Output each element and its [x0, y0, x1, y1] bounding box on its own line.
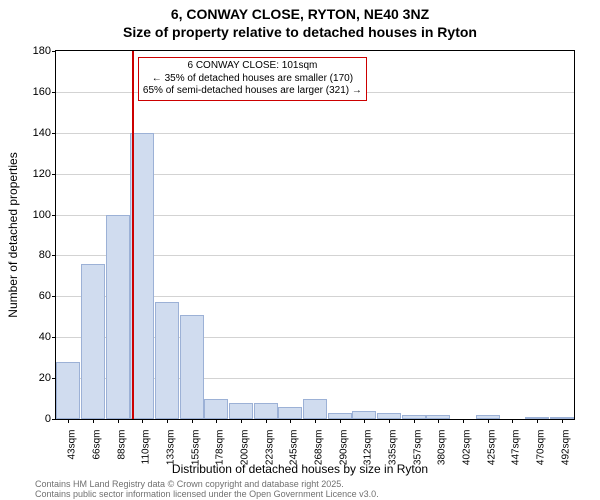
- x-tick: [118, 419, 119, 423]
- histogram-bar: [229, 403, 253, 419]
- x-tick-label: 492sqm: [560, 430, 571, 466]
- y-tick-label: 160: [33, 86, 51, 98]
- x-tick-label: 380sqm: [437, 430, 448, 466]
- x-tick: [142, 419, 143, 423]
- histogram-bar: [81, 264, 105, 419]
- chart-title-sub: Size of property relative to detached ho…: [0, 24, 600, 40]
- histogram-bar: [106, 215, 130, 419]
- x-tick-label: 200sqm: [240, 430, 251, 466]
- x-tick-label: 335sqm: [388, 430, 399, 466]
- histogram-container: 6, CONWAY CLOSE, RYTON, NE40 3NZ Size of…: [0, 0, 600, 500]
- x-tick-label: 155sqm: [190, 430, 201, 466]
- x-tick: [241, 419, 242, 423]
- histogram-bar: [303, 399, 327, 419]
- x-tick: [216, 419, 217, 423]
- x-tick-label: 223sqm: [264, 430, 275, 466]
- x-tick: [562, 419, 563, 423]
- x-tick-label: 133sqm: [166, 430, 177, 466]
- y-tick-label: 80: [39, 249, 51, 261]
- reference-line: [132, 51, 134, 419]
- x-tick: [438, 419, 439, 423]
- histogram-bar: [204, 399, 228, 419]
- x-tick-label: 110sqm: [141, 430, 152, 465]
- x-tick: [290, 419, 291, 423]
- x-tick: [512, 419, 513, 423]
- x-tick-label: 66sqm: [92, 430, 103, 460]
- annotation-line: 6 CONWAY CLOSE: 101sqm: [143, 60, 362, 73]
- y-tick-label: 20: [39, 372, 51, 384]
- annotation-line: 65% of semi-detached houses are larger (…: [143, 85, 362, 98]
- x-tick-label: 245sqm: [289, 430, 300, 466]
- y-tick-label: 100: [33, 209, 51, 221]
- x-tick: [488, 419, 489, 423]
- x-tick: [93, 419, 94, 423]
- x-tick-label: 447sqm: [511, 430, 522, 466]
- y-tick: [52, 419, 56, 420]
- x-tick-label: 88sqm: [116, 430, 127, 460]
- footer-line-2: Contains public sector information licen…: [35, 489, 379, 499]
- x-tick: [537, 419, 538, 423]
- histogram-bar: [278, 407, 302, 419]
- annotation-line: ← 35% of detached houses are smaller (17…: [143, 73, 362, 86]
- y-axis-label: Number of detached properties: [6, 152, 20, 317]
- y-tick: [52, 296, 56, 297]
- y-tick: [52, 133, 56, 134]
- x-tick: [266, 419, 267, 423]
- histogram-bar: [180, 315, 204, 419]
- x-tick-label: 268sqm: [314, 430, 325, 466]
- y-tick: [52, 51, 56, 52]
- x-tick-label: 312sqm: [363, 430, 374, 466]
- histogram-bar: [254, 403, 278, 419]
- x-tick-label: 43sqm: [67, 430, 78, 460]
- y-tick-label: 60: [39, 290, 51, 302]
- plot-area: 02040608010012014016018043sqm66sqm88sqm1…: [55, 50, 575, 420]
- x-tick: [167, 419, 168, 423]
- footer-line-1: Contains HM Land Registry data © Crown c…: [35, 479, 344, 489]
- y-tick-label: 140: [33, 127, 51, 139]
- x-axis-label: Distribution of detached houses by size …: [0, 462, 600, 476]
- histogram-bar: [56, 362, 80, 419]
- histogram-bar: [155, 302, 179, 419]
- y-tick: [52, 255, 56, 256]
- y-tick: [52, 215, 56, 216]
- x-tick: [389, 419, 390, 423]
- x-tick: [68, 419, 69, 423]
- x-tick: [192, 419, 193, 423]
- y-tick-label: 40: [39, 331, 51, 343]
- histogram-bar: [352, 411, 376, 419]
- x-tick-label: 402sqm: [462, 430, 473, 466]
- x-tick-label: 425sqm: [486, 430, 497, 466]
- x-tick-label: 290sqm: [338, 430, 349, 466]
- y-tick-label: 180: [33, 45, 51, 57]
- y-tick: [52, 337, 56, 338]
- x-tick: [364, 419, 365, 423]
- x-tick-label: 178sqm: [215, 430, 226, 466]
- y-tick-label: 0: [45, 413, 51, 425]
- y-tick: [52, 174, 56, 175]
- y-tick-label: 120: [33, 168, 51, 180]
- x-tick: [340, 419, 341, 423]
- annotation-box: 6 CONWAY CLOSE: 101sqm← 35% of detached …: [138, 57, 367, 101]
- x-tick: [315, 419, 316, 423]
- x-tick: [463, 419, 464, 423]
- y-tick: [52, 92, 56, 93]
- chart-title-main: 6, CONWAY CLOSE, RYTON, NE40 3NZ: [0, 6, 600, 22]
- x-tick-label: 357sqm: [412, 430, 423, 466]
- x-tick: [414, 419, 415, 423]
- x-tick-label: 470sqm: [536, 430, 547, 466]
